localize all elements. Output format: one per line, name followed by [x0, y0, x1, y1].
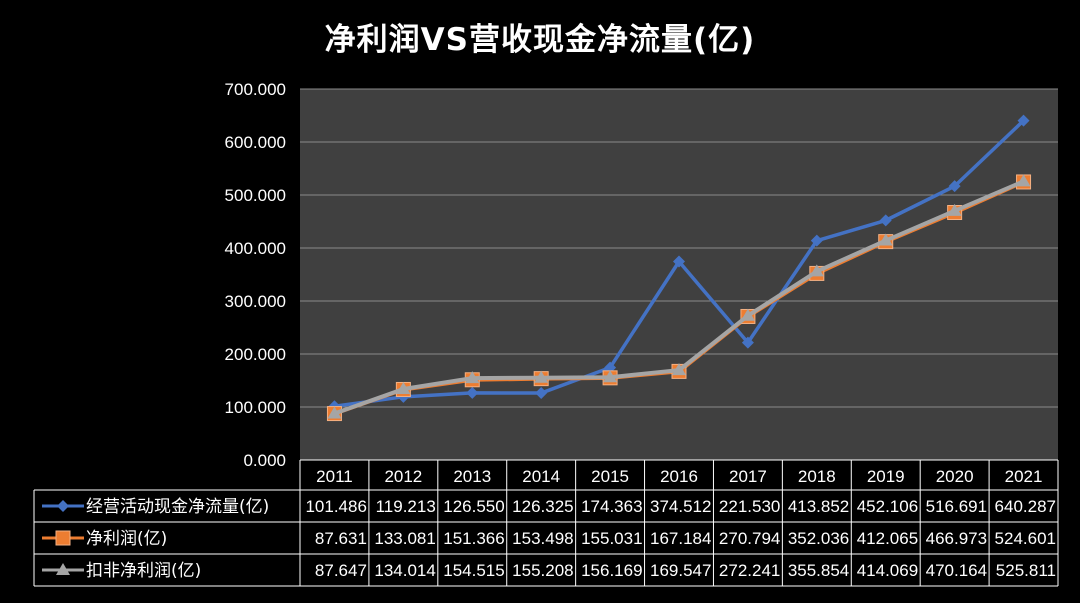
y-tick-label: 300.000 — [225, 292, 286, 311]
x-tick-label: 2017 — [729, 467, 767, 486]
data-label: 87.631 — [315, 529, 367, 548]
data-point — [878, 233, 893, 246]
y-tick-label: 700.000 — [225, 80, 286, 99]
data-label: 169.547 — [650, 561, 711, 580]
legend-key-marker — [57, 500, 69, 512]
y-tick-label: 500.000 — [225, 186, 286, 205]
data-point — [327, 406, 342, 419]
data-label: 516.691 — [926, 497, 987, 516]
data-label: 153.498 — [512, 529, 573, 548]
data-point — [947, 203, 962, 216]
data-label: 126.325 — [512, 497, 573, 516]
y-tick-label: 400.000 — [225, 239, 286, 258]
data-label: 156.169 — [581, 561, 642, 580]
data-point — [948, 180, 961, 193]
data-label: 151.366 — [443, 529, 504, 548]
data-point — [673, 255, 685, 268]
data-label: 134.014 — [374, 561, 435, 580]
data-point — [1017, 114, 1030, 127]
data-label: 155.208 — [512, 561, 573, 580]
x-tick-label: 2015 — [591, 467, 629, 486]
y-tick-label: 200.000 — [225, 345, 286, 364]
data-point — [535, 387, 548, 400]
data-point — [534, 370, 549, 383]
data-label: 154.515 — [443, 561, 504, 580]
data-point — [741, 336, 754, 349]
data-point — [1016, 174, 1031, 187]
y-tick-label: 600.000 — [225, 133, 286, 152]
data-label: 452.106 — [857, 497, 918, 516]
x-tick-label: 2019 — [867, 467, 905, 486]
x-tick-label: 2013 — [453, 467, 491, 486]
data-point — [466, 386, 479, 399]
x-tick-label: 2016 — [660, 467, 698, 486]
data-label: 374.512 — [650, 497, 711, 516]
data-point — [603, 370, 618, 383]
data-point — [672, 363, 686, 376]
data-label: 412.065 — [857, 529, 918, 548]
data-point — [879, 214, 892, 227]
y-tick-label: 0.000 — [243, 451, 286, 470]
x-tick-label: 2014 — [522, 467, 560, 486]
data-label: 87.647 — [315, 561, 367, 580]
x-tick-label: 2018 — [798, 467, 836, 486]
data-label: 466.973 — [926, 529, 987, 548]
data-label: 270.794 — [719, 529, 780, 548]
legend-label: 经营活动现金净流量(亿) — [86, 497, 269, 517]
legend-label: 净利润(亿) — [86, 529, 167, 549]
x-tick-label: 2021 — [1005, 467, 1043, 486]
data-point — [465, 371, 480, 384]
data-label: 126.550 — [443, 497, 504, 516]
x-tick-label: 2011 — [316, 467, 353, 486]
data-label: 133.081 — [374, 529, 435, 548]
x-tick-label: 2012 — [384, 467, 422, 486]
x-tick-label: 2020 — [936, 467, 974, 486]
data-point — [809, 264, 824, 277]
plot-area — [300, 89, 1058, 460]
data-label: 155.031 — [581, 529, 642, 548]
legend-key-marker — [55, 530, 71, 546]
data-label: 101.486 — [305, 497, 366, 516]
legend-key-marker — [56, 563, 70, 575]
data-label: 470.164 — [926, 561, 987, 580]
data-label: 640.287 — [995, 497, 1056, 516]
data-label: 221.530 — [719, 497, 780, 516]
chart-title: 净利润VS营收现金净流量(亿) — [324, 22, 756, 58]
data-label: 174.363 — [581, 497, 642, 516]
data-point — [396, 381, 411, 394]
legend-label: 扣非净利润(亿) — [86, 561, 201, 581]
data-label: 119.213 — [376, 497, 436, 516]
data-label: 525.811 — [996, 561, 1056, 580]
data-label: 355.854 — [788, 561, 849, 580]
data-label: 352.036 — [788, 529, 849, 548]
data-label: 167.184 — [650, 529, 711, 548]
data-label: 413.852 — [788, 497, 849, 516]
data-label: 524.601 — [995, 529, 1056, 548]
data-label: 414.069 — [857, 561, 918, 580]
y-tick-label: 100.000 — [225, 398, 286, 417]
data-label: 272.241 — [719, 561, 780, 580]
data-point — [740, 308, 755, 321]
data-point — [810, 234, 823, 247]
